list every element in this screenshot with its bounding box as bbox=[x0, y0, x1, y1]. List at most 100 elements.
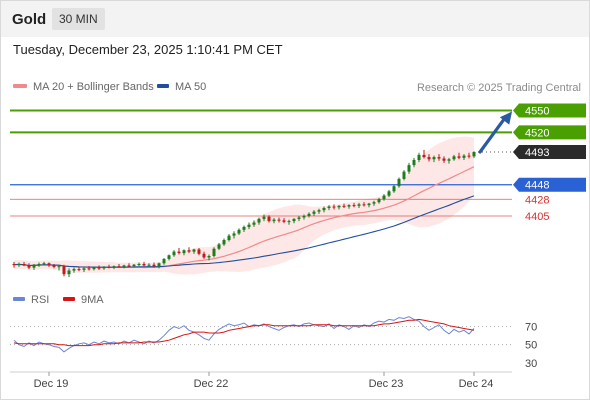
candle bbox=[117, 264, 121, 268]
candle-body bbox=[337, 205, 341, 208]
candle bbox=[367, 202, 371, 208]
candle-body bbox=[87, 268, 91, 270]
forecast-arrow bbox=[478, 111, 512, 154]
candle bbox=[27, 263, 31, 270]
x-tick-label: Dec 24 bbox=[459, 378, 494, 390]
candle-body bbox=[102, 266, 106, 269]
resistance-label-text: 4520 bbox=[525, 127, 549, 139]
candle bbox=[437, 154, 441, 161]
candle-body bbox=[207, 256, 211, 258]
ma50-line bbox=[13, 195, 475, 268]
candle bbox=[432, 155, 436, 163]
candle-body bbox=[352, 205, 356, 207]
candle bbox=[347, 204, 351, 209]
candle-body bbox=[452, 156, 456, 160]
candle bbox=[217, 242, 221, 251]
candle bbox=[137, 262, 141, 267]
legend-rsi: RSI bbox=[13, 294, 49, 306]
resistance-label: 4520 bbox=[513, 125, 586, 140]
candle-body bbox=[237, 229, 241, 234]
candle bbox=[342, 203, 346, 208]
candle-body bbox=[162, 258, 166, 264]
candle bbox=[177, 248, 181, 255]
candle-body bbox=[12, 264, 16, 265]
candle bbox=[417, 152, 421, 163]
candle-body bbox=[177, 251, 181, 254]
candle-body bbox=[112, 266, 116, 268]
rsi-panel: 70 50 30 bbox=[10, 316, 537, 370]
candle-body bbox=[212, 248, 216, 256]
candle bbox=[142, 261, 146, 267]
candle bbox=[87, 266, 91, 271]
candle-body bbox=[152, 264, 156, 267]
candle-body bbox=[312, 211, 316, 214]
legend-ma20: MA 20 + Bollinger Bands bbox=[13, 81, 154, 93]
legend-9ma-label: 9MA bbox=[81, 294, 104, 306]
candle-body bbox=[277, 219, 281, 221]
candle-body bbox=[362, 204, 366, 206]
candle-body bbox=[412, 160, 416, 166]
candle-body bbox=[387, 191, 391, 196]
candle bbox=[222, 238, 226, 246]
candle-body bbox=[192, 249, 196, 252]
candle-body bbox=[292, 218, 296, 222]
level-labels: 4550 4520 4493 4448 4428 4405 bbox=[513, 103, 586, 223]
candle bbox=[277, 217, 281, 223]
candle bbox=[147, 263, 151, 267]
candle bbox=[242, 225, 246, 232]
candle bbox=[307, 212, 311, 218]
interval-button[interactable]: 30 MIN bbox=[52, 8, 105, 30]
candle-body bbox=[62, 266, 66, 275]
candle-body bbox=[182, 250, 186, 254]
candle bbox=[322, 206, 326, 213]
candle bbox=[272, 218, 276, 224]
candle bbox=[292, 218, 296, 224]
candles bbox=[12, 149, 476, 278]
candle bbox=[62, 264, 66, 277]
resistance-label-box bbox=[513, 103, 586, 118]
candle-body bbox=[467, 155, 471, 157]
candle bbox=[212, 247, 216, 258]
candle bbox=[167, 254, 171, 261]
last-label-text: 4493 bbox=[525, 147, 549, 159]
candle-body bbox=[302, 216, 306, 218]
candle-body bbox=[347, 205, 351, 207]
candle bbox=[317, 208, 321, 214]
candle bbox=[447, 157, 451, 164]
candle bbox=[327, 205, 331, 211]
candle-body bbox=[72, 269, 76, 271]
bollinger-fill bbox=[14, 136, 474, 275]
chart-timestamp: Tuesday, December 23, 2025 1:10:41 PM CE… bbox=[13, 42, 283, 57]
copyright-text: Research © 2025 Trading Central bbox=[416, 82, 581, 94]
resistance-label-text: 4550 bbox=[525, 106, 549, 118]
candle-body bbox=[197, 249, 201, 254]
candle-body bbox=[157, 263, 161, 267]
candle bbox=[257, 217, 261, 225]
legend-ma20-label: MA 20 + Bollinger Bands bbox=[33, 81, 154, 93]
candle bbox=[252, 220, 256, 227]
candle-body bbox=[172, 251, 176, 256]
candle bbox=[247, 222, 251, 230]
candle-body bbox=[297, 217, 301, 219]
candle-body bbox=[407, 165, 411, 172]
candle-body bbox=[462, 155, 466, 158]
candle bbox=[102, 266, 106, 270]
candle-body bbox=[322, 208, 326, 211]
candle-body bbox=[77, 269, 81, 271]
candle bbox=[82, 267, 86, 272]
candle bbox=[12, 261, 16, 268]
candle bbox=[467, 152, 471, 159]
candle bbox=[372, 200, 376, 206]
candle bbox=[92, 266, 96, 271]
candle-body bbox=[52, 265, 56, 267]
candle-body bbox=[137, 264, 141, 265]
candle-body bbox=[267, 216, 271, 222]
candle bbox=[97, 265, 101, 270]
candle bbox=[472, 151, 476, 158]
candle-body bbox=[107, 266, 111, 268]
candle-body bbox=[442, 158, 446, 161]
candle-body bbox=[332, 206, 336, 208]
candle-body bbox=[457, 156, 461, 158]
